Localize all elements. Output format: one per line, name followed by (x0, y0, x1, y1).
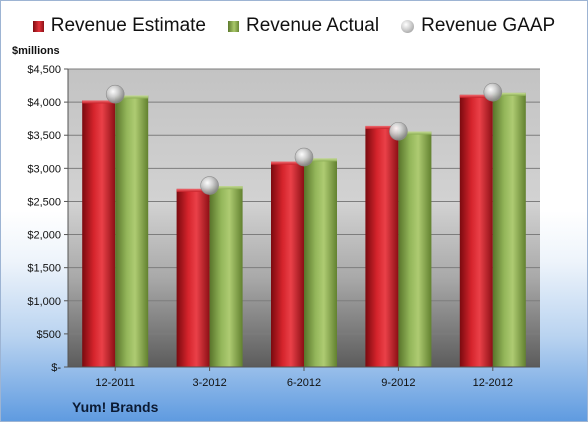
x-tick-label: 3-2012 (192, 377, 226, 389)
x-tick-label: 12-2012 (473, 377, 513, 389)
legend-label-actual: Revenue Actual (246, 15, 380, 36)
x-tick-label: 6-2012 (287, 377, 321, 389)
bar-revenue-actual-body (209, 186, 243, 367)
bar-revenue-actual (209, 186, 243, 367)
bar-revenue-actual-top (209, 186, 243, 190)
y-tick-label: $3,500 (27, 130, 61, 142)
legend-item-actual: Revenue Actual (228, 15, 379, 37)
y-tick-label: $4,000 (27, 97, 61, 109)
bar-revenue-estimate-body (82, 100, 116, 367)
legend-item-gaap: Revenue GAAP (401, 15, 555, 37)
bar-revenue-actual (304, 158, 337, 367)
bar-revenue-estimate-top (365, 125, 399, 129)
bar-revenue-actual-top (115, 95, 149, 99)
point-revenue-gaap (105, 84, 125, 104)
point-revenue-gaap (200, 176, 219, 195)
bar-revenue-estimate-body (271, 161, 304, 367)
y-tick-label: $4,500 (27, 64, 61, 76)
bar-revenue-actual-top (398, 131, 432, 135)
y-axis: $- $500 $1,000 $1,500 $2,000 $2,500 $3,000 $3,5… (27, 64, 69, 374)
bar-revenue-estimate-top (82, 100, 116, 104)
bar-revenue-estimate (459, 94, 493, 368)
bar-revenue-estimate-body (459, 94, 493, 368)
point-revenue-gaap (294, 147, 314, 167)
y-tick-label: $3,000 (27, 163, 61, 175)
y-tick-label: $500 (37, 329, 61, 341)
point-revenue-gaap (389, 121, 408, 141)
bar-revenue-actual (492, 92, 526, 367)
legend-label-estimate: Revenue Estimate (50, 15, 206, 36)
bar-revenue-estimate-top (271, 161, 304, 165)
bar-revenue-actual-body (398, 131, 432, 367)
bar-revenue-actual (398, 131, 432, 367)
y-tick-label: $- (51, 362, 61, 374)
bar-revenue-actual (115, 95, 149, 367)
y-tick-label: $2,500 (27, 196, 61, 208)
y-tick-label: $1,000 (27, 296, 61, 308)
bar-revenue-estimate-top (176, 188, 210, 192)
company-name: Yum! Brands (72, 399, 159, 415)
plot-area (68, 68, 540, 368)
bar-revenue-estimate-body (365, 125, 399, 367)
bar-revenue-actual-body (304, 158, 337, 367)
legend-swatch-estimate (32, 20, 44, 32)
y-tick-label: $2,000 (27, 230, 61, 242)
bar-revenue-estimate (82, 100, 116, 367)
bar-revenue-estimate-top (459, 94, 493, 98)
x-tick-label: 9-2012 (381, 377, 415, 389)
y-tick-label: $1,500 (27, 263, 61, 275)
point-revenue-gaap (483, 82, 503, 102)
x-axis: 12-2011 3-2012 6-2012 9-2012 12-2012 (68, 366, 540, 389)
x-tick-label: 12-2011 (95, 377, 135, 389)
legend: Revenue Estimate Revenue Actual Revenue … (1, 15, 587, 37)
bar-revenue-actual-body (492, 92, 526, 367)
legend-swatch-gaap (401, 19, 415, 33)
legend-item-estimate: Revenue Estimate (32, 15, 206, 37)
bar-revenue-estimate (365, 125, 399, 367)
bar-revenue-estimate (176, 188, 210, 367)
y-axis-unit-label: $millions (12, 45, 60, 57)
bar-revenue-estimate (271, 161, 304, 367)
bar-revenue-actual-top (492, 92, 526, 96)
legend-label-gaap: Revenue GAAP (421, 15, 556, 36)
bar-revenue-actual-top (304, 158, 337, 162)
bar-revenue-actual-body (115, 95, 149, 367)
bar-revenue-estimate-body (176, 188, 210, 367)
legend-swatch-actual (228, 20, 239, 32)
